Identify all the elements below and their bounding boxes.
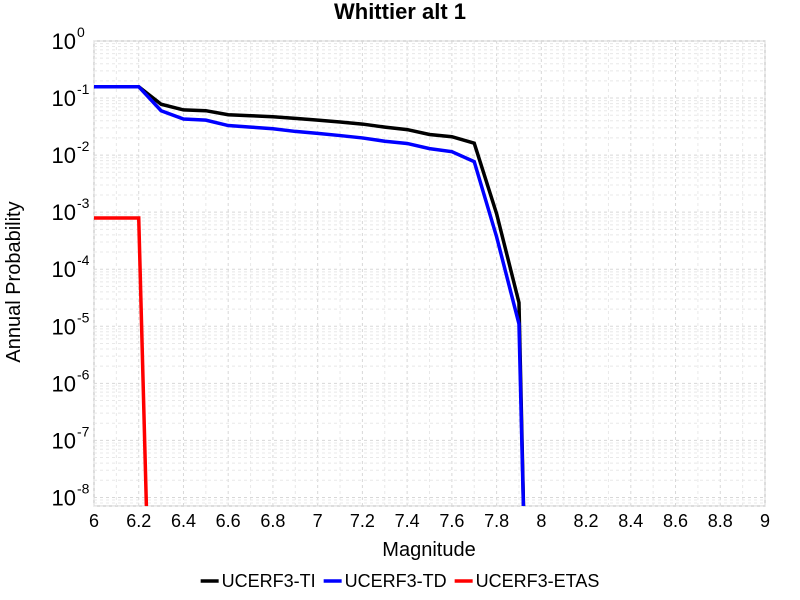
x-tick-label: 8.6 [663, 511, 688, 531]
y-tick-base: 10 [52, 143, 76, 168]
y-tick-base: 10 [52, 29, 76, 54]
chart-title: Whittier alt 1 [334, 0, 466, 24]
x-tick-label: 8.4 [618, 511, 643, 531]
x-tick-label: 8.8 [708, 511, 733, 531]
legend-item: UCERF3-TI [200, 571, 316, 591]
x-tick-label: 6.2 [126, 511, 151, 531]
y-tick: 10 -8 [52, 480, 90, 510]
y-tick-base: 10 [52, 314, 76, 339]
y-tick-base: 10 [52, 86, 76, 111]
x-tick-label: 9 [760, 511, 770, 531]
y-tick-exponent: -5 [77, 309, 90, 325]
y-tick: 10 -7 [52, 423, 90, 453]
y-tick-exponent: -4 [77, 252, 90, 268]
y-tick: 10 -1 [52, 81, 90, 111]
legend-label: UCERF3-ETAS [476, 571, 600, 591]
x-tick-label: 7 [313, 511, 323, 531]
y-tick-exponent: -3 [77, 195, 90, 211]
y-tick: 10 -4 [52, 252, 90, 282]
x-tick-label: 7.6 [439, 511, 464, 531]
x-tick-label: 8 [536, 511, 546, 531]
legend-item: UCERF3-ETAS [454, 571, 600, 591]
y-tick: 10 -6 [52, 366, 90, 396]
x-tick-label: 7.2 [350, 511, 375, 531]
x-axis-ticks: 6 6.2 6.4 6.6 6.8 7 7.2 7.4 7.6 7.8 8 8.2 8.4 8.6 8.8 9 [89, 511, 770, 531]
y-tick-base: 10 [52, 200, 76, 225]
x-tick-label: 6.6 [216, 511, 241, 531]
y-axis-label: Annual Probability [3, 201, 25, 362]
x-tick-label: 6.4 [171, 511, 196, 531]
legend: UCERF3-TI UCERF3-TD UCERF3-ETAS [200, 571, 600, 591]
y-tick-base: 10 [52, 257, 76, 282]
y-tick: 10 -5 [52, 309, 90, 339]
y-tick-exponent: -7 [77, 423, 90, 439]
x-tick-label: 7.4 [395, 511, 420, 531]
x-tick-label: 6 [89, 511, 99, 531]
x-tick-label: 7.8 [484, 511, 509, 531]
y-tick: 10 0 [52, 24, 85, 54]
y-tick-base: 10 [52, 485, 76, 510]
x-tick-label: 8.2 [574, 511, 599, 531]
legend-label: UCERF3-TI [222, 571, 316, 591]
grid [93, 40, 766, 507]
series-line-ucerf3-etas [94, 216, 149, 506]
y-tick: 10 -2 [52, 138, 90, 168]
y-tick-exponent: 0 [77, 24, 85, 40]
y-tick-exponent: -1 [77, 81, 90, 97]
y-tick-base: 10 [52, 428, 76, 453]
series-line-ucerf3-td [94, 84, 526, 506]
y-tick-exponent: -6 [77, 366, 90, 382]
series-line-ucerf3-ti [94, 84, 526, 506]
x-axis-label: Magnitude [382, 539, 475, 561]
y-tick-exponent: -2 [77, 138, 90, 154]
y-tick-exponent: -8 [77, 480, 90, 496]
legend-label: UCERF3-TD [345, 571, 447, 591]
y-tick-base: 10 [52, 371, 76, 396]
legend-item: UCERF3-TD [323, 571, 447, 591]
y-tick: 10 -3 [52, 195, 90, 225]
series-lines [94, 84, 526, 506]
x-tick-label: 6.8 [260, 511, 285, 531]
